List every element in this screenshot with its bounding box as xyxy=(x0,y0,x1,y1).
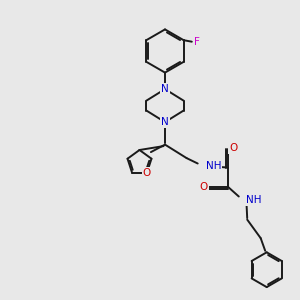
Text: NH: NH xyxy=(246,195,261,205)
Text: N: N xyxy=(161,84,169,94)
Text: O: O xyxy=(143,168,151,178)
Text: NH: NH xyxy=(206,161,222,172)
Text: O: O xyxy=(229,143,237,153)
Text: N: N xyxy=(161,117,169,127)
Text: F: F xyxy=(194,37,200,47)
Text: O: O xyxy=(200,182,208,192)
